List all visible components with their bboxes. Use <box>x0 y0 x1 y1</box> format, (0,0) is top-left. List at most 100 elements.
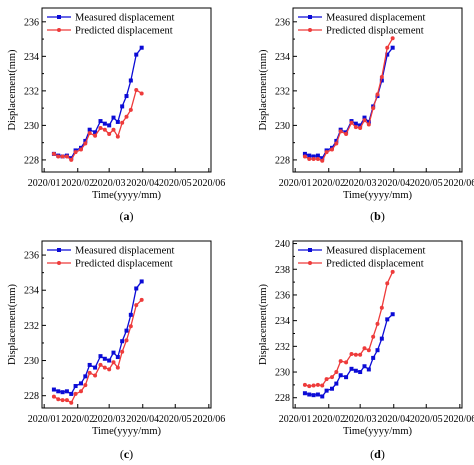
data-point <box>51 151 56 156</box>
x-axis-title: Time(yyyy/mm) <box>343 426 413 437</box>
data-point <box>93 130 98 135</box>
y-tick-label: 232 <box>24 321 39 332</box>
series-measured <box>51 279 144 396</box>
data-point <box>362 118 367 123</box>
data-point <box>83 138 88 143</box>
legend-label: Measured displacement <box>326 246 426 257</box>
data-point <box>79 389 83 394</box>
legend-label: Predicted displacement <box>75 26 173 37</box>
y-tick-label: 228 <box>275 155 290 166</box>
legend-marker <box>57 248 61 252</box>
x-tick-label: 2020/03 <box>93 414 126 425</box>
data-point <box>139 45 144 50</box>
data-point <box>87 131 92 136</box>
y-tick-label: 228 <box>24 391 39 402</box>
x-tick-label: 2020/04 <box>377 178 410 189</box>
data-point <box>120 104 125 109</box>
data-point <box>60 154 65 159</box>
y-tick-label: 232 <box>24 86 39 97</box>
data-point <box>51 387 56 392</box>
x-tick-label: 2020/05 <box>159 178 192 189</box>
series-line <box>53 281 143 395</box>
y-axis-title: Displacement(mm) <box>258 49 269 131</box>
data-point <box>320 383 325 388</box>
data-point <box>307 384 312 389</box>
data-point <box>390 312 395 317</box>
legend-label: Predicted displacement <box>326 26 424 37</box>
data-point <box>124 114 129 119</box>
data-point <box>98 362 103 367</box>
y-tick-label: 228 <box>275 393 290 404</box>
plot-frame <box>41 240 212 409</box>
data-point <box>320 394 325 399</box>
data-point <box>98 354 103 359</box>
data-point <box>324 150 329 155</box>
data-point <box>334 141 339 146</box>
x-tick-label: 2020/04 <box>377 414 410 425</box>
x-tick-label: 2020/06 <box>443 414 474 425</box>
data-point <box>79 147 83 152</box>
data-point <box>107 367 112 372</box>
series-line <box>53 299 143 404</box>
y-tick-label: 236 <box>275 290 290 301</box>
y-tick-label: 236 <box>275 17 290 28</box>
data-point <box>124 328 129 333</box>
data-point <box>139 91 144 96</box>
data-point <box>311 157 316 162</box>
data-point <box>51 394 56 399</box>
series-line <box>304 47 394 160</box>
data-point <box>390 45 395 50</box>
data-point <box>69 157 74 162</box>
data-point <box>128 312 133 317</box>
y-tick-label: 230 <box>24 121 39 132</box>
data-point <box>358 352 363 357</box>
data-point <box>315 382 320 387</box>
data-point <box>334 370 339 375</box>
data-point <box>134 286 139 291</box>
data-point <box>311 383 316 388</box>
data-point <box>371 355 376 360</box>
legend-marker <box>57 28 61 32</box>
x-tick-label: 2020/05 <box>410 414 443 425</box>
data-point <box>385 317 390 322</box>
x-tick-label: 2020/04 <box>126 178 159 189</box>
data-point <box>330 386 334 391</box>
data-point <box>330 147 334 152</box>
x-tick-label: 2020/01 <box>28 178 61 189</box>
data-point <box>330 375 334 380</box>
x-tick-label: 2020/03 <box>344 178 377 189</box>
y-tick-label: 230 <box>24 356 39 367</box>
data-point <box>98 119 103 124</box>
y-tick-label: 230 <box>275 121 290 132</box>
data-point <box>307 392 312 397</box>
data-point <box>344 360 349 365</box>
x-tick-label: 2020/06 <box>443 178 474 189</box>
data-point <box>87 370 92 375</box>
data-point <box>302 382 307 387</box>
data-point <box>379 78 384 83</box>
legend: Measured displacement Predicted displacem… <box>47 246 175 270</box>
data-point <box>115 134 120 139</box>
y-tick-label: 234 <box>24 52 39 63</box>
data-point <box>79 381 83 386</box>
y-tick-label: 232 <box>275 342 290 353</box>
panel-label: (c) <box>120 447 133 461</box>
data-point <box>124 338 129 343</box>
data-point <box>375 348 380 353</box>
series-predicted <box>51 297 144 405</box>
data-point <box>56 397 61 402</box>
data-point <box>344 375 349 380</box>
data-point <box>111 350 116 355</box>
legend-label: Predicted displacement <box>75 259 173 270</box>
data-point <box>111 127 116 132</box>
data-point <box>102 365 107 370</box>
data-point <box>120 339 125 344</box>
y-axis-title: Displacement(mm) <box>7 283 18 365</box>
data-point <box>371 106 376 111</box>
legend: Measured displacement Predicted displacem… <box>47 13 175 37</box>
data-point <box>87 127 92 132</box>
y-tick-label: 230 <box>275 368 290 379</box>
x-tick-label: 2020/03 <box>93 178 126 189</box>
